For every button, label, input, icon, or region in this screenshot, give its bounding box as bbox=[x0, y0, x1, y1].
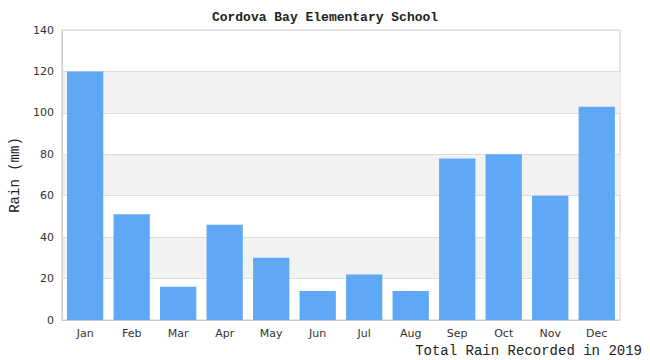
svg-text:40: 40 bbox=[40, 231, 54, 244]
svg-text:Mar: Mar bbox=[168, 327, 189, 340]
svg-text:Oct: Oct bbox=[494, 327, 514, 340]
svg-text:140: 140 bbox=[33, 24, 54, 37]
svg-text:100: 100 bbox=[33, 106, 54, 119]
svg-text:80: 80 bbox=[40, 148, 54, 161]
svg-text:20: 20 bbox=[40, 272, 54, 285]
svg-text:Feb: Feb bbox=[122, 327, 141, 340]
svg-text:Cordova Bay Elementary School: Cordova Bay Elementary School bbox=[212, 10, 438, 25]
svg-text:0: 0 bbox=[47, 314, 54, 327]
svg-text:60: 60 bbox=[40, 189, 54, 202]
svg-text:Jun: Jun bbox=[308, 327, 326, 340]
svg-text:Dec: Dec bbox=[586, 327, 607, 340]
svg-text:120: 120 bbox=[33, 65, 54, 78]
svg-text:Total Rain Recorded in 2019: Total Rain Recorded in 2019 bbox=[415, 343, 642, 359]
svg-text:Sep: Sep bbox=[447, 327, 468, 340]
svg-text:Jan: Jan bbox=[76, 327, 94, 340]
svg-text:May: May bbox=[260, 327, 283, 340]
svg-text:Rain (mm): Rain (mm) bbox=[7, 137, 23, 213]
svg-text:Apr: Apr bbox=[215, 327, 235, 340]
svg-text:Jul: Jul bbox=[357, 327, 371, 340]
svg-text:Aug: Aug bbox=[400, 327, 421, 340]
svg-text:Nov: Nov bbox=[540, 327, 562, 340]
